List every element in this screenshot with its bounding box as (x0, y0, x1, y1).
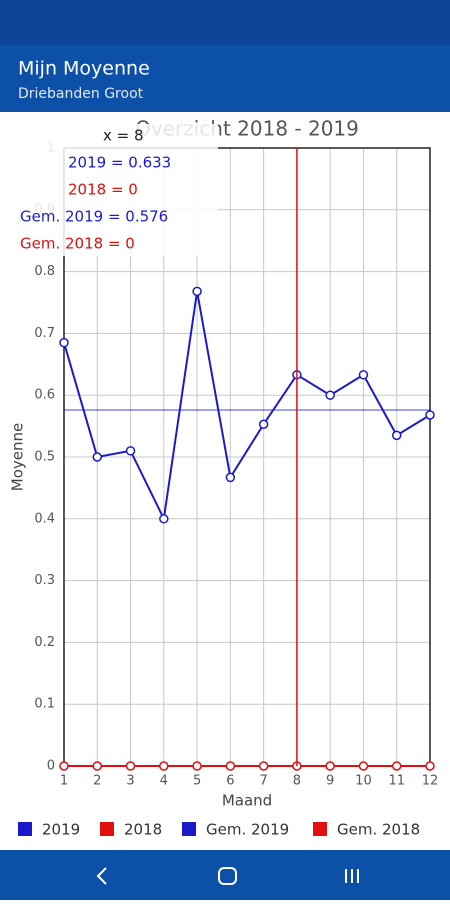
tooltip-text: Gem. 2018 = 0 (20, 235, 135, 253)
chart: Overzicht 2018 - 201900.10.20.30.40.50.6… (9, 117, 439, 839)
x-tick-label: 11 (388, 774, 405, 789)
y-tick-label: 0.8 (34, 264, 55, 279)
x-tick-label: 5 (193, 774, 201, 789)
data-point (391, 761, 402, 771)
x-tick-label: 9 (326, 774, 334, 789)
nav-bar (0, 850, 450, 900)
legend-swatch (313, 822, 327, 836)
tooltip-text: x = 8 (103, 127, 144, 145)
legend-swatch (18, 822, 32, 836)
data-point (192, 761, 202, 771)
data-point (425, 410, 435, 420)
tooltip-text: Gem. 2019 = 0.576 (20, 208, 168, 226)
status-bar (0, 0, 450, 45)
x-tick-label: 6 (226, 774, 234, 789)
y-tick-label: 0.1 (34, 697, 55, 712)
tooltip-text: 2019 = 0.633 (68, 154, 171, 172)
data-point (159, 514, 169, 524)
y-tick-label: 0.5 (34, 450, 55, 465)
data-point (225, 472, 236, 483)
app-subtitle: Driebanden Groot (18, 86, 144, 102)
data-point (258, 419, 269, 429)
x-tick-label: 1 (60, 774, 68, 789)
app-title: Mijn Moyenne (18, 58, 150, 80)
x-tick-label: 8 (293, 774, 301, 789)
data-point (92, 452, 103, 462)
tooltip-background (18, 124, 218, 256)
legend-swatch (100, 822, 114, 836)
home-button[interactable] (218, 867, 237, 885)
legend-label: 2018 (124, 821, 162, 839)
back-button[interactable] (96, 867, 107, 885)
data-point (59, 761, 69, 771)
y-tick-label: 0.6 (34, 388, 55, 403)
y-tick-label: 0.2 (34, 635, 55, 650)
data-point (258, 761, 269, 771)
y-tick-label: 0.3 (34, 573, 55, 588)
legend-label: Gem. 2018 (337, 821, 420, 839)
legend-label: 2019 (42, 821, 80, 839)
data-point (59, 337, 69, 348)
data-point (225, 761, 236, 771)
x-tick-label: 10 (355, 774, 372, 789)
data-point (192, 286, 202, 297)
y-tick-label: 0.7 (34, 326, 55, 341)
y-tick-label: 0 (47, 759, 55, 774)
data-point (391, 430, 402, 441)
data-point (325, 761, 335, 771)
data-point (159, 761, 169, 771)
tooltip-text: 2018 = 0 (68, 181, 138, 199)
data-point (125, 446, 136, 456)
legend-swatch (182, 822, 196, 836)
app-bar (0, 45, 450, 112)
data-point (125, 761, 136, 771)
recents-button[interactable] (345, 869, 359, 883)
x-tick-label: 7 (259, 774, 267, 789)
legend-label: Gem. 2019 (206, 821, 289, 839)
y-axis-label: Moyenne (9, 423, 27, 491)
data-point (358, 761, 369, 771)
y-tick-label: 0.4 (34, 511, 55, 526)
data-point (425, 761, 435, 771)
series-line (63, 291, 431, 523)
data-point (358, 370, 369, 380)
data-point (325, 390, 335, 400)
data-point (92, 761, 103, 771)
x-tick-label: 3 (126, 774, 134, 789)
x-tick-label: 2 (93, 774, 101, 789)
x-tick-label: 12 (422, 774, 439, 789)
x-tick-label: 4 (160, 774, 168, 789)
x-axis-label: Maand (222, 792, 272, 810)
